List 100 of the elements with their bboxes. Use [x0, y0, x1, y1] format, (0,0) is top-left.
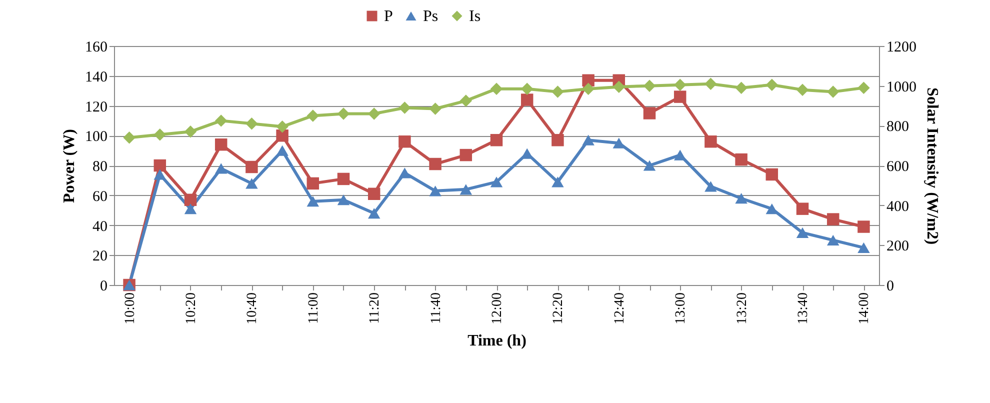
y-axis-title: Power (W) — [61, 129, 78, 203]
point — [123, 131, 136, 144]
y-tick-label: 80 — [92, 159, 108, 175]
point — [398, 135, 411, 148]
point — [858, 242, 870, 253]
point — [398, 102, 411, 114]
point — [276, 130, 288, 142]
point — [460, 148, 472, 162]
point — [796, 84, 809, 96]
y2-tick-label: 600 — [886, 159, 909, 175]
point — [490, 134, 503, 146]
point — [184, 204, 197, 214]
x-axis-title: Time (h) — [468, 332, 526, 350]
x-tick-label: 14:00 — [857, 292, 872, 324]
point — [429, 186, 442, 196]
point — [643, 160, 656, 171]
point — [796, 202, 809, 215]
point — [520, 82, 534, 95]
point — [704, 135, 717, 148]
legend-label: Ps — [423, 8, 438, 25]
point — [826, 213, 840, 226]
y2-tick-label: 200 — [886, 238, 909, 255]
point — [306, 177, 320, 190]
point — [306, 110, 320, 122]
point — [826, 86, 840, 98]
point — [276, 120, 288, 133]
y-tick-label: 20 — [92, 248, 108, 265]
point — [246, 178, 258, 189]
point — [154, 159, 166, 172]
point — [398, 168, 411, 178]
y2-tick-label: 0 — [886, 278, 894, 294]
point — [460, 94, 472, 107]
x-tick-label: 10:20 — [184, 292, 199, 324]
point — [858, 82, 870, 94]
point — [460, 184, 472, 195]
y-tick-label: 160 — [85, 40, 108, 56]
point — [429, 102, 442, 115]
point — [490, 176, 503, 188]
point — [552, 134, 564, 146]
point — [490, 82, 503, 95]
y-tick-label: 120 — [85, 99, 108, 116]
point — [429, 158, 442, 170]
point — [735, 193, 748, 204]
point — [643, 107, 656, 120]
y-tick-label: 140 — [85, 69, 108, 86]
point — [735, 82, 748, 94]
point — [154, 169, 166, 180]
y-tick-label: 0 — [100, 278, 108, 294]
point — [337, 194, 350, 206]
point — [184, 194, 197, 206]
point — [674, 150, 686, 160]
point — [154, 128, 166, 141]
point — [368, 208, 380, 219]
point — [214, 163, 228, 174]
point — [368, 188, 380, 200]
point — [766, 78, 778, 91]
point — [552, 86, 564, 98]
point — [582, 134, 594, 146]
legend-label: Is — [469, 8, 481, 25]
point — [246, 118, 258, 130]
y2-tick-label: 1200 — [886, 40, 916, 56]
point — [796, 227, 809, 238]
point — [337, 108, 350, 120]
x-tick-label: 11:00 — [306, 292, 322, 324]
point — [735, 153, 748, 166]
point — [612, 80, 626, 93]
point — [337, 172, 350, 186]
x-tick-label: 13:20 — [734, 292, 750, 324]
point — [306, 196, 320, 207]
point — [704, 181, 717, 192]
x-tick-label: 11:40 — [428, 292, 444, 324]
y2-tick-label: 1000 — [886, 79, 916, 96]
x-tick-label: 13:00 — [674, 292, 689, 324]
point — [612, 138, 626, 148]
point — [704, 78, 717, 90]
point — [214, 138, 228, 151]
legend-label: P — [384, 8, 393, 25]
point — [674, 90, 686, 103]
y-tick-label: 100 — [85, 129, 108, 146]
x-tick-label: 10:00 — [122, 292, 138, 324]
point — [184, 126, 197, 138]
x-tick-label: 11:20 — [368, 292, 383, 324]
y2-axis-title: Solar Intensity (W/m2) — [924, 87, 940, 245]
point — [766, 168, 778, 181]
point — [214, 114, 228, 127]
y-tick-label: 40 — [92, 218, 108, 235]
point — [246, 160, 258, 174]
point — [826, 234, 840, 246]
point — [674, 78, 686, 91]
y-tick-label: 60 — [92, 188, 108, 205]
y2-tick-label: 800 — [886, 119, 909, 136]
point — [552, 176, 564, 188]
point — [858, 220, 870, 233]
y2-tick-label: 400 — [886, 198, 909, 215]
point — [643, 80, 656, 92]
x-tick-label: 12:20 — [551, 292, 566, 324]
point — [582, 82, 594, 95]
x-tick-label: 10:40 — [245, 292, 260, 324]
point — [520, 94, 534, 106]
point — [368, 108, 380, 120]
